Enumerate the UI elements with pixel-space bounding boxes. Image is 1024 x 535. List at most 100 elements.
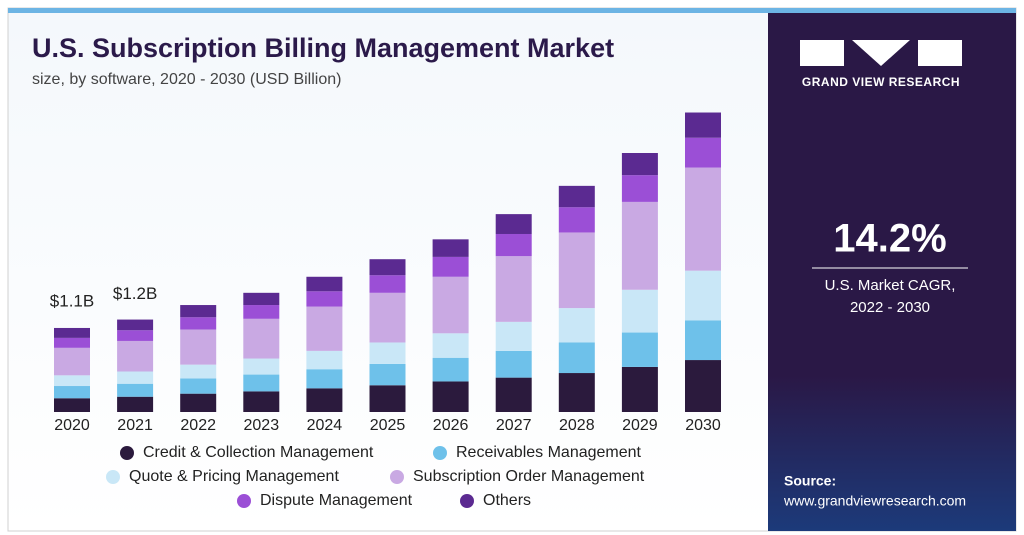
bar-segment	[621, 153, 658, 176]
legend-label: Dispute Management	[260, 492, 413, 509]
bar-segment	[117, 383, 154, 397]
bar-segment	[369, 385, 406, 412]
bar-segment	[117, 319, 154, 331]
bar-segment	[495, 350, 532, 378]
total-label: $1.2B	[113, 284, 157, 303]
bar-segment	[180, 329, 217, 365]
x-tick-label: 2024	[307, 417, 343, 434]
bar-segment	[685, 270, 721, 321]
bar-segment	[369, 275, 406, 293]
logo-block	[852, 40, 910, 66]
bar-segment	[54, 386, 90, 399]
bar-segment	[432, 357, 469, 382]
bar-segment	[243, 358, 280, 375]
cagr-value: 14.2%	[833, 217, 946, 261]
bar-segment	[685, 360, 721, 412]
logo-block	[918, 40, 962, 66]
cagr-label: 2022 - 2030	[850, 299, 930, 316]
bar-segment	[117, 340, 154, 372]
bar-segment	[306, 276, 343, 292]
bar-segment	[432, 256, 469, 277]
bar-segment	[180, 317, 217, 330]
logo-block	[800, 40, 844, 66]
bar-segment	[495, 321, 532, 351]
x-tick-label: 2026	[433, 417, 469, 434]
bar-segment	[621, 332, 658, 367]
x-tick-label: 2027	[496, 417, 532, 434]
bar-segment	[117, 396, 154, 412]
bar-segment	[117, 330, 154, 341]
bar-segment	[432, 381, 469, 412]
legend-marker	[460, 494, 474, 508]
chart-title: U.S. Subscription Billing Management Mar…	[32, 33, 614, 63]
bar-segment	[306, 369, 343, 389]
bar-segment	[243, 305, 280, 319]
bar-segment	[117, 371, 154, 384]
bar-segment	[495, 377, 532, 412]
legend-label: Quote & Pricing Management	[129, 468, 339, 485]
legend-marker	[237, 494, 251, 508]
bar-segment	[432, 333, 469, 358]
bar-segment	[621, 201, 658, 290]
bar-segment	[558, 185, 595, 208]
bar-segment	[369, 259, 406, 276]
bar-segment	[243, 292, 280, 306]
logo	[800, 40, 962, 66]
bar-segment	[621, 366, 658, 412]
bar-segment	[369, 292, 406, 343]
bar-segment	[495, 233, 532, 257]
bar-segment	[685, 137, 721, 168]
top-stripe	[8, 8, 1016, 13]
bar-segment	[685, 112, 721, 138]
brand: GRAND VIEW RESEARCH	[802, 75, 960, 89]
x-tick-label: 2023	[244, 417, 280, 434]
bar-segment	[558, 308, 595, 343]
legend-marker	[120, 446, 134, 460]
x-tick-label: 2021	[117, 417, 153, 434]
x-tick-label: 2022	[180, 417, 216, 434]
source-title: Source:	[784, 473, 836, 489]
bar-segment	[685, 167, 721, 271]
bar-segment	[621, 289, 658, 333]
total-label: $1.1B	[50, 291, 94, 310]
legend-label: Others	[483, 492, 531, 509]
bar-segment	[369, 342, 406, 364]
x-tick-label: 2030	[685, 417, 721, 434]
legend-label: Subscription Order Management	[413, 468, 645, 485]
bar-segment	[54, 337, 90, 348]
bar-segment	[558, 373, 595, 412]
bar-segment	[180, 393, 217, 412]
bar-segment	[243, 318, 280, 359]
bar-segment	[306, 388, 343, 412]
legend-marker	[390, 470, 404, 484]
legend-marker	[433, 446, 447, 460]
source-url: www.grandviewresearch.com	[783, 493, 966, 509]
bar-segment	[54, 375, 90, 387]
bar-segment	[180, 378, 217, 394]
chart-subtitle: size, by software, 2020 - 2030 (USD Bill…	[32, 71, 341, 88]
sidebar	[768, 13, 1016, 531]
x-tick-label: 2020	[54, 417, 90, 434]
bar-segment	[54, 327, 90, 338]
bar-segment	[180, 305, 217, 318]
bar-segment	[495, 256, 532, 322]
bar-segment	[621, 175, 658, 202]
bar-segment	[54, 347, 90, 376]
bar-segment	[432, 276, 469, 334]
bar-segment	[306, 291, 343, 307]
bar-segment	[306, 350, 343, 370]
legend-label: Receivables Management	[456, 444, 642, 461]
bar-segment	[558, 207, 595, 233]
x-tick-label: 2028	[559, 417, 595, 434]
bar-segment	[306, 306, 343, 351]
bar-segment	[558, 232, 595, 309]
bar-segment	[558, 342, 595, 374]
x-tick-label: 2029	[622, 417, 658, 434]
legend-label: Credit & Collection Management	[143, 444, 374, 461]
bar-segment	[54, 398, 90, 412]
bar-segment	[243, 374, 280, 392]
legend-marker	[106, 470, 120, 484]
bar-segment	[685, 320, 721, 361]
bar-segment	[369, 363, 406, 386]
